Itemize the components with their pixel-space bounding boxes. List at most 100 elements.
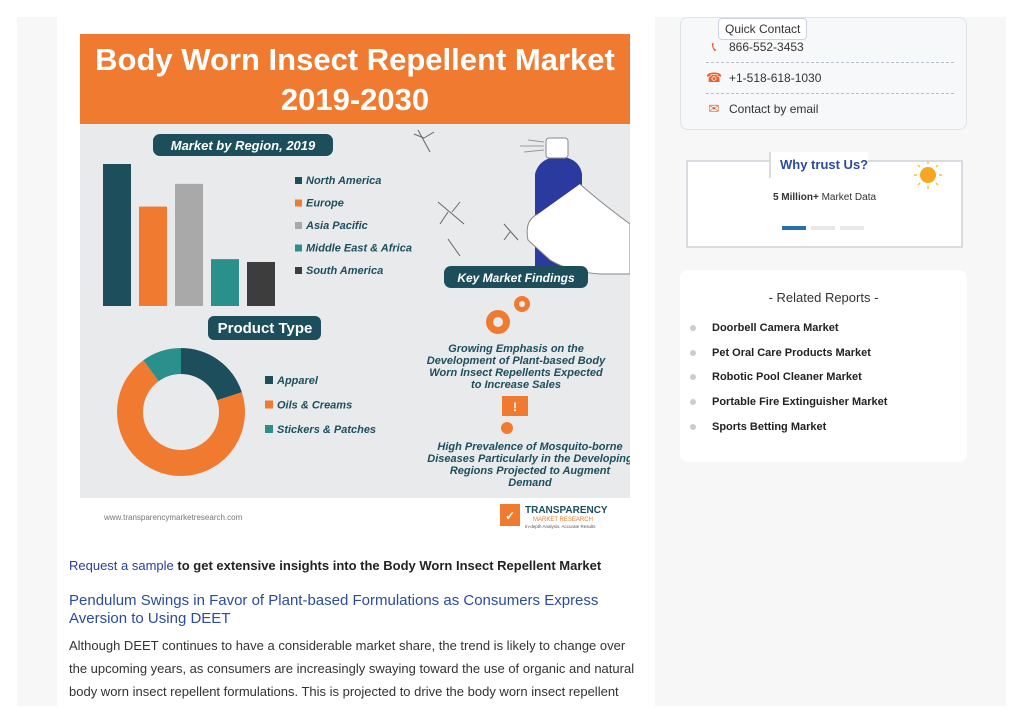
legend-label: South America bbox=[306, 265, 383, 277]
finding1-line3: Worn Insect Repellents Expected bbox=[429, 367, 603, 379]
legend-label: Apparel bbox=[276, 375, 319, 387]
footer-url: www.transparencymarketresearch.com bbox=[103, 513, 243, 522]
donut-slice bbox=[117, 360, 245, 476]
contact-phone-1[interactable]: 866-552-3453 bbox=[729, 40, 804, 54]
contact-email-row[interactable]: ✉ Contact by email bbox=[706, 94, 954, 124]
product-heading-pill bbox=[208, 316, 321, 340]
bullet-icon bbox=[690, 423, 696, 430]
spray-bottle-icon bbox=[520, 137, 630, 275]
legend-swatch bbox=[295, 244, 302, 252]
infographic-title-line1: Body Worn Insect Repellent Market bbox=[95, 42, 615, 77]
finding2-line3: Regions Projected to Augment bbox=[450, 465, 612, 477]
title-banner bbox=[80, 34, 630, 124]
donut-slice bbox=[143, 348, 181, 382]
related-report-item[interactable]: Robotic Pool Cleaner Market bbox=[690, 365, 887, 390]
product-donut-chart bbox=[117, 348, 245, 476]
trust-stat-value: 5 Million+ bbox=[772, 192, 819, 203]
related-report-item[interactable]: Sports Betting Market bbox=[690, 414, 887, 439]
related-report-link[interactable]: Portable Fire Extinguisher Market bbox=[712, 396, 888, 409]
svg-text:!: ! bbox=[513, 400, 517, 414]
contact-phone-2[interactable]: +1-518-618-1030 bbox=[729, 71, 822, 85]
trust-carousel-dots[interactable] bbox=[782, 226, 864, 230]
article-body: Although DEET continues to have a consid… bbox=[69, 638, 635, 699]
region-heading: Market by Region, 2019 bbox=[171, 138, 316, 153]
product-legend: Apparel Oils & Creams Stickers & Patches bbox=[265, 375, 376, 436]
bullet-icon bbox=[690, 325, 696, 332]
region-bar bbox=[139, 206, 167, 306]
related-report-item[interactable]: Portable Fire Extinguisher Market bbox=[690, 390, 887, 415]
trust-stat-label: Market Data bbox=[818, 192, 877, 203]
phone-icon: 📞︎ bbox=[711, 39, 717, 54]
carousel-dot-1[interactable] bbox=[782, 226, 806, 230]
infographic-footer bbox=[80, 498, 630, 532]
infographic-title-line2: 2019-2030 bbox=[281, 82, 429, 117]
related-reports-box bbox=[680, 270, 967, 462]
region-bar bbox=[103, 164, 131, 306]
svg-text:✓: ✓ bbox=[505, 509, 515, 523]
related-report-item[interactable]: Pet Oral Care Products Market bbox=[690, 341, 887, 366]
region-bar bbox=[211, 259, 239, 306]
legend-swatch bbox=[295, 199, 302, 207]
legend-label: Asia Pacific bbox=[305, 220, 368, 232]
email-icon: ✉ bbox=[708, 101, 720, 116]
donut-slice bbox=[181, 348, 242, 401]
request-sample-line: Request a sample to get extensive insigh… bbox=[69, 556, 644, 576]
sun-icon bbox=[914, 161, 942, 189]
trust-stat: 5 Million+ Market Data bbox=[686, 192, 963, 203]
contact-email[interactable]: Contact by email bbox=[729, 102, 819, 116]
telephone-icon: ☎ bbox=[706, 70, 723, 85]
bullet-icon bbox=[690, 349, 696, 356]
finding2-line4: Demand bbox=[508, 477, 552, 489]
finding1-line4: to Increase Sales bbox=[471, 379, 561, 391]
trust-title: Why trust Us? bbox=[769, 152, 869, 178]
related-report-link[interactable]: Doorbell Camera Market bbox=[712, 322, 839, 335]
svg-text:TRANSPARENCY: TRANSPARENCY bbox=[525, 505, 608, 516]
article-heading: Pendulum Swings in Favor of Plant-based … bbox=[69, 592, 599, 627]
article: Request a sample to get extensive insigh… bbox=[69, 556, 644, 703]
key-findings-pill bbox=[444, 266, 588, 288]
region-heading-pill bbox=[153, 134, 333, 156]
tmr-logo: ✓ TRANSPARENCY MARKET RESEARCH In-depth … bbox=[500, 504, 608, 529]
bullet-icon bbox=[690, 374, 696, 381]
infographic: Body Worn Insect Repellent Market 2019-2… bbox=[80, 34, 630, 532]
related-reports-title: - Related Reports - bbox=[768, 290, 879, 305]
svg-text:In-depth Analysis. Accurate Re: In-depth Analysis. Accurate Results bbox=[525, 524, 596, 529]
legend-swatch bbox=[295, 267, 302, 274]
quick-contact-tab[interactable]: Quick Contact bbox=[718, 18, 808, 40]
bullet-icon bbox=[690, 399, 696, 406]
request-sample-link[interactable]: Request a sample bbox=[69, 558, 174, 573]
contact-phone-row[interactable]: 📞︎ 866-552-3453 bbox=[706, 32, 954, 63]
related-report-link[interactable]: Robotic Pool Cleaner Market bbox=[712, 371, 862, 384]
region-bar bbox=[247, 261, 275, 306]
infographic-canvas: Body Worn Insect Repellent Market 2019-2… bbox=[80, 34, 630, 532]
legend-label: Oils & Creams bbox=[277, 400, 352, 412]
legend-label: North America bbox=[306, 175, 381, 187]
legend-label: Europe bbox=[306, 198, 344, 210]
svg-text:MARKET RESEARCH: MARKET RESEARCH bbox=[533, 517, 593, 523]
region-legend: North America Europe Asia Pacific Middle Ea… bbox=[295, 175, 412, 277]
gears-icon bbox=[486, 296, 530, 334]
product-heading: Product Type bbox=[218, 320, 313, 337]
carousel-dot-2[interactable] bbox=[811, 226, 835, 230]
finding1-line2: Development of Plant-based Body bbox=[427, 355, 606, 367]
related-reports-list: Doorbell Camera Market Pet Oral Care Pro… bbox=[690, 316, 887, 439]
finding2-line1: High Prevalence of Mosquito-borne bbox=[437, 441, 622, 453]
warning-icon: ! bbox=[501, 396, 528, 434]
legend-label: Stickers & Patches bbox=[277, 424, 376, 436]
mosquito-icon bbox=[413, 129, 519, 257]
related-report-link[interactable]: Pet Oral Care Products Market bbox=[712, 346, 871, 359]
legend-swatch bbox=[265, 425, 273, 433]
finding1-line1: Growing Emphasis on the bbox=[448, 343, 584, 355]
key-findings-heading: Key Market Findings bbox=[457, 271, 575, 285]
related-report-item[interactable]: Doorbell Camera Market bbox=[690, 316, 887, 341]
legend-swatch bbox=[295, 177, 302, 184]
legend-swatch bbox=[295, 222, 302, 229]
legend-swatch bbox=[265, 376, 273, 384]
contact-phone-row-2[interactable]: ☎ +1-518-618-1030 bbox=[706, 63, 954, 94]
carousel-dot-3[interactable] bbox=[840, 226, 864, 230]
legend-label: Middle East & Africa bbox=[306, 243, 412, 255]
related-report-link[interactable]: Sports Betting Market bbox=[712, 420, 827, 433]
request-sample-text: to get extensive insights into the Body … bbox=[173, 558, 602, 573]
legend-swatch bbox=[265, 400, 273, 409]
finding2-line2: Diseases Particularly in the Developing bbox=[427, 453, 630, 465]
